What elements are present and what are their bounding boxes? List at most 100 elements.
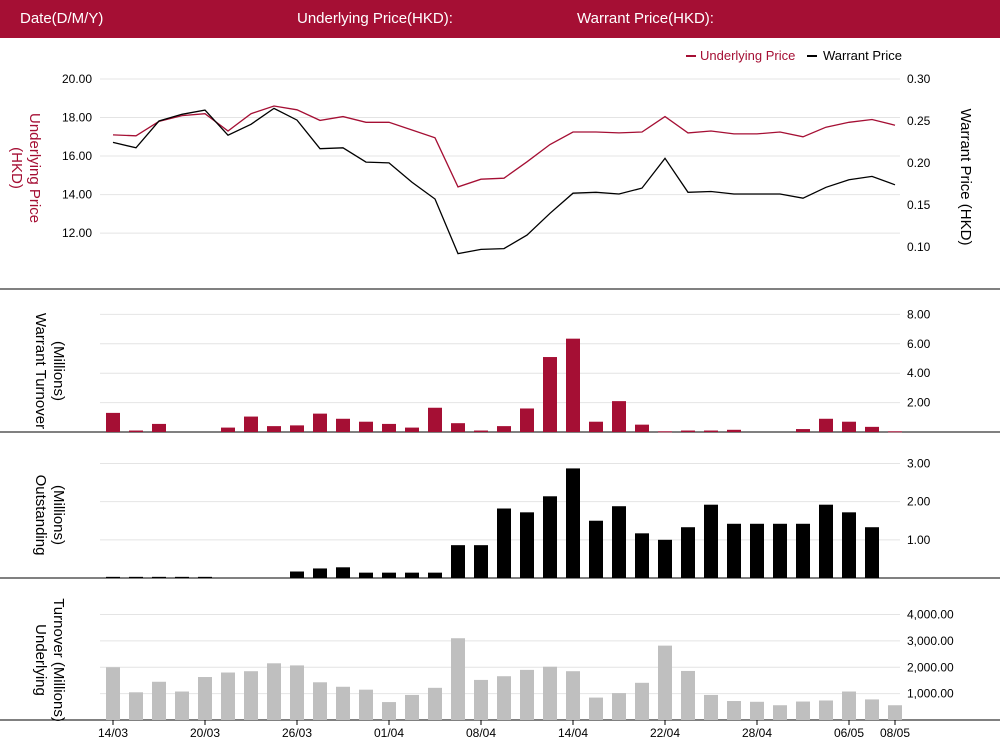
warrant-turnover-bars <box>106 338 902 433</box>
warrant-turnover-bar <box>612 401 626 432</box>
outstanding-bar <box>106 576 120 578</box>
warrant-turnover-bar <box>497 426 511 432</box>
warrant-turnover-tick-label: 8.00 <box>907 307 931 321</box>
underlying-turnover-bar <box>635 682 649 720</box>
warrant-turnover-bar <box>658 431 672 433</box>
warrant-turnover-bar <box>566 338 580 432</box>
outstanding-tick-label: 1.00 <box>907 533 931 547</box>
outstanding-bar <box>589 520 603 578</box>
underlying-turnover-tick-label: 3,000.00 <box>907 634 954 648</box>
outstanding-bar <box>520 512 534 578</box>
outstanding-bar <box>405 572 419 578</box>
warrant-turnover-bar <box>842 421 856 432</box>
underlying-turnover-tick-label: 1,000.00 <box>907 687 954 701</box>
outstanding-bar <box>842 512 856 578</box>
warrant-turnover-bar <box>704 430 718 432</box>
warrant-price-label: Warrant Price(HKD): <box>577 10 714 27</box>
warrant-turnover-bar <box>520 408 534 432</box>
warrant-turnover-tick-label: 6.00 <box>907 337 931 351</box>
outstanding-bar <box>773 523 787 578</box>
underlying-turnover-bar <box>888 705 902 720</box>
outstanding-bar <box>704 504 718 578</box>
x-tick-label: 22/04 <box>650 726 680 740</box>
underlying-turnover-bar <box>313 682 327 720</box>
outstanding-bar <box>681 527 695 578</box>
outstanding-bar <box>198 576 212 578</box>
right-tick-label: 0.30 <box>907 72 931 86</box>
x-tick-label: 26/03 <box>282 726 312 740</box>
warrant-price-line <box>112 107 896 255</box>
x-tick-label: 28/04 <box>742 726 772 740</box>
warrant-turnover-bar <box>681 430 695 432</box>
warrant-turnover-bar <box>244 416 258 432</box>
outstanding-bar <box>796 523 810 578</box>
outstanding-bar <box>451 545 465 578</box>
left-tick-label: 12.00 <box>62 226 92 240</box>
underlying-turnover-axis-label: UnderlyingTurnover (Millions) <box>32 598 67 722</box>
underlying-turnover-tick-label: 2,000.00 <box>907 660 954 674</box>
underlying-turnover-bar <box>336 686 350 720</box>
warrant-turnover-bar <box>796 429 810 432</box>
axis-labels: 20.00 18.00 16.00 14.00 12.00 0.30 0.25 0.20 0.1… <box>8 72 974 740</box>
underlying-turnover-bar <box>681 670 695 720</box>
outstanding-bar <box>612 506 626 578</box>
right-axis-label: Warrant Price (HKD) <box>957 109 974 246</box>
underlying-turnover-bar <box>520 669 534 720</box>
left-tick-label: 14.00 <box>62 188 92 202</box>
right-tick-label: 0.20 <box>907 156 931 170</box>
x-tick-label: 08/05 <box>880 726 910 740</box>
warrant-chart: 20.00 18.00 16.00 14.00 12.00 0.30 0.25 0.20 0.1… <box>0 48 1000 740</box>
warrant-turnover-bar <box>635 424 649 432</box>
outstanding-bar <box>313 568 327 578</box>
underlying-turnover-bars <box>106 638 902 720</box>
outstanding-bar <box>336 567 350 578</box>
outstanding-bar <box>290 571 304 578</box>
warrant-turnover-bar <box>474 430 488 432</box>
underlying-price-line <box>112 105 896 188</box>
warrant-turnover-bar <box>819 418 833 432</box>
warrant-turnover-bar <box>129 430 143 432</box>
warrant-turnover-bar <box>451 423 465 432</box>
warrant-turnover-bar <box>382 423 396 432</box>
warrant-turnover-bar <box>865 426 879 432</box>
warrant-turnover-bar <box>589 421 603 432</box>
underlying-turnover-bar <box>819 700 833 720</box>
left-tick-label: 18.00 <box>62 111 92 125</box>
warrant-turnover-bar <box>267 426 281 432</box>
warrant-turnover-bar <box>405 427 419 432</box>
warrant-turnover-bar <box>727 429 741 432</box>
outstanding-tick-label: 2.00 <box>907 495 931 509</box>
warrant-turnover-bar <box>290 425 304 432</box>
x-tick-label: 08/04 <box>466 726 496 740</box>
left-tick-label: 20.00 <box>62 72 92 86</box>
warrant-turnover-bar <box>428 407 442 432</box>
warrant-turnover-bar <box>313 413 327 432</box>
panel-separators <box>0 288 1000 721</box>
outstanding-bars <box>106 468 879 578</box>
legend-underlying-label: Underlying Price <box>700 48 795 63</box>
outstanding-bar <box>152 576 166 578</box>
x-tick-label: 01/04 <box>374 726 404 740</box>
price-lines <box>112 105 896 255</box>
underlying-turnover-bar <box>451 638 465 720</box>
warrant-turnover-axis-label: Warrant Turnover(Millions) <box>32 313 67 429</box>
underlying-turnover-bar <box>474 679 488 720</box>
warrant-turnover-bar <box>336 418 350 432</box>
outstanding-bar <box>359 572 373 578</box>
warrant-turnover-tick-label: 4.00 <box>907 366 931 380</box>
underlying-turnover-bar <box>129 692 143 720</box>
underlying-turnover-bar <box>773 705 787 720</box>
outstanding-axis-label: Outstanding(Millions) <box>32 475 67 556</box>
underlying-turnover-bar <box>152 681 166 720</box>
outstanding-bar <box>727 523 741 578</box>
legend: Underlying Price Warrant Price <box>686 48 902 63</box>
warrant-turnover-bar <box>359 421 373 432</box>
legend-warrant-label: Warrant Price <box>823 48 902 63</box>
underlying-turnover-bar <box>359 689 373 720</box>
x-tick-label: 06/05 <box>834 726 864 740</box>
underlying-turnover-bar <box>543 666 557 720</box>
outstanding-tick-label: 3.00 <box>907 456 931 470</box>
header-bar: Date(D/M/Y) Underlying Price(HKD): Warra… <box>0 0 1000 38</box>
outstanding-bar <box>865 527 879 578</box>
outstanding-bar <box>175 576 189 578</box>
